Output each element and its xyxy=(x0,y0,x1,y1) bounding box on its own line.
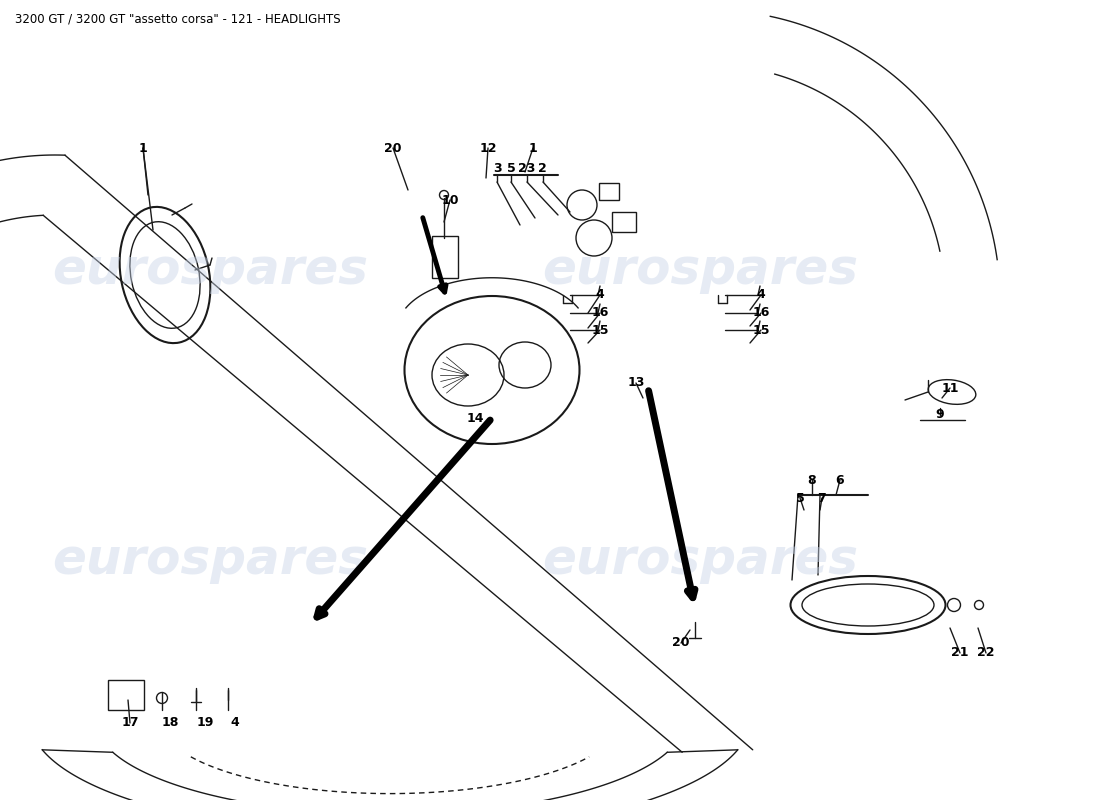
Text: 7: 7 xyxy=(817,491,826,505)
Text: 16: 16 xyxy=(752,306,770,319)
Text: 5: 5 xyxy=(795,491,804,505)
Text: 9: 9 xyxy=(936,409,944,422)
Text: 3: 3 xyxy=(493,162,502,174)
Text: 15: 15 xyxy=(752,323,770,337)
Text: 11: 11 xyxy=(942,382,959,394)
Text: 23: 23 xyxy=(518,162,536,174)
Text: 21: 21 xyxy=(952,646,969,659)
Text: 1: 1 xyxy=(529,142,538,154)
Text: 3200 GT / 3200 GT "assetto corsa" - 121 - HEADLIGHTS: 3200 GT / 3200 GT "assetto corsa" - 121 … xyxy=(15,12,341,25)
Text: 8: 8 xyxy=(807,474,816,486)
Text: 18: 18 xyxy=(162,717,178,730)
Text: eurospares: eurospares xyxy=(542,246,858,294)
Text: 12: 12 xyxy=(480,142,497,154)
Text: 15: 15 xyxy=(592,323,608,337)
Text: eurospares: eurospares xyxy=(52,246,368,294)
Text: 20: 20 xyxy=(672,637,690,650)
Text: 17: 17 xyxy=(121,717,139,730)
Text: 4: 4 xyxy=(595,289,604,302)
Text: 14: 14 xyxy=(466,411,484,425)
Text: 5: 5 xyxy=(507,162,516,174)
Text: 13: 13 xyxy=(627,377,645,390)
Text: 10: 10 xyxy=(441,194,459,206)
Text: eurospares: eurospares xyxy=(52,536,368,584)
Text: 4: 4 xyxy=(231,717,240,730)
Text: 1: 1 xyxy=(139,142,147,154)
Text: eurospares: eurospares xyxy=(542,536,858,584)
Text: 4: 4 xyxy=(757,289,766,302)
Text: 16: 16 xyxy=(592,306,608,319)
Text: 19: 19 xyxy=(196,717,213,730)
Text: 2: 2 xyxy=(538,162,547,174)
Text: 20: 20 xyxy=(384,142,402,154)
Text: 22: 22 xyxy=(977,646,994,659)
Text: 6: 6 xyxy=(836,474,845,486)
